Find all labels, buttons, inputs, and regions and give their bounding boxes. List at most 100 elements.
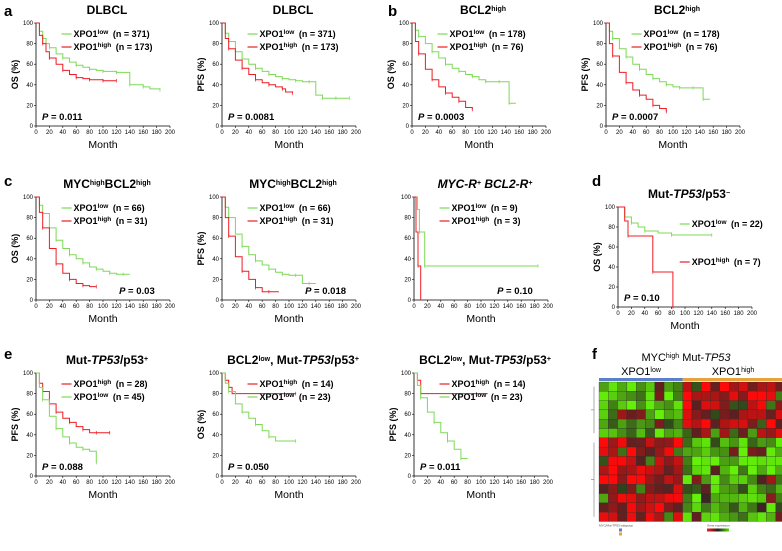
x-tick-label: 60 xyxy=(451,480,458,486)
heatmap-cell xyxy=(682,419,693,429)
heatmap-cell xyxy=(645,493,655,504)
heatmap-cell xyxy=(598,437,609,448)
heatmap-cell xyxy=(738,502,748,513)
chart-title: MYChighBCL2high xyxy=(63,177,151,191)
x-tick-label: 60 xyxy=(643,130,650,136)
panel-letter-e: e xyxy=(4,346,12,363)
y-tick-label: 20 xyxy=(26,277,33,283)
y-tick-label: 80 xyxy=(212,392,219,398)
x-tick-label: 80 xyxy=(86,130,93,136)
x-tick-label: 40 xyxy=(59,304,66,310)
heatmap-cell xyxy=(663,437,674,448)
chart-title: BCL2high xyxy=(460,3,506,17)
chart-title: BCL2high xyxy=(654,3,700,17)
y-tick-label: 100 xyxy=(399,21,410,27)
y-tick-label: 100 xyxy=(401,195,412,201)
legend-label: XPO1high (n = 14) xyxy=(452,379,526,390)
p-value: P = 0.0007 xyxy=(612,112,658,123)
x-tick-label: 80 xyxy=(86,480,93,486)
panel-letter-b: b xyxy=(388,3,397,20)
heatmap-cell xyxy=(691,437,702,448)
heatmap-cell xyxy=(626,400,637,411)
x-tick-label: 100 xyxy=(284,304,295,310)
x-tick-label: 40 xyxy=(245,304,252,310)
y-tick-label: 40 xyxy=(26,433,33,439)
heatmap-cell xyxy=(626,428,637,438)
x-tick-label: 140 xyxy=(125,130,136,136)
heatmap-cell xyxy=(673,400,683,411)
heatmap-cell xyxy=(747,446,758,457)
x-tick-label: 120 xyxy=(297,304,308,310)
heatmap-cell xyxy=(682,437,693,448)
y-tick-label: 0 xyxy=(216,474,220,480)
y-tick-label: 60 xyxy=(212,412,219,418)
x-tick-label: 40 xyxy=(245,130,252,136)
y-tick-label: 20 xyxy=(402,103,409,109)
heatmap-cell xyxy=(598,446,609,457)
x-tick-label: 20 xyxy=(628,311,635,317)
heatmap-cell xyxy=(701,474,711,485)
heatmap-cell xyxy=(673,493,683,504)
x-tick-label: 180 xyxy=(152,130,163,136)
y-axis-label: OS (%) xyxy=(196,410,206,440)
heatmap-cell xyxy=(636,484,646,494)
x-tick-label: 80 xyxy=(272,480,279,486)
heatmap-cell xyxy=(636,502,646,513)
heatmap-cell xyxy=(626,512,637,522)
heatmap-cell xyxy=(608,428,618,438)
heatmap-cell xyxy=(747,474,758,485)
km-curve-red xyxy=(414,196,422,300)
p-value: P = 0.0003 xyxy=(418,112,464,123)
heatmap-cell xyxy=(775,409,782,420)
heatmap-cell xyxy=(756,400,767,411)
p-value: P = 0.088 xyxy=(42,462,83,473)
heatmap-cell xyxy=(766,456,776,466)
x-tick-label: 120 xyxy=(111,480,122,486)
heatmap-cell xyxy=(645,409,655,420)
heatmap-cell xyxy=(608,446,618,457)
heatmap-cell xyxy=(636,381,646,392)
y-axis-label: PFS (%) xyxy=(196,57,206,91)
heatmap-cell xyxy=(636,419,646,429)
x-tick-label: 40 xyxy=(245,480,252,486)
heatmap-cell xyxy=(645,381,655,392)
heatmap-panel: MYChigh Mut-TP53XPO1lowXPO1highDDX43SIRP… xyxy=(591,352,782,536)
heatmap-footer-right: Gene expression xyxy=(707,524,730,528)
heatmap-cell xyxy=(654,465,665,476)
heatmap-cell xyxy=(645,474,655,485)
x-tick-label: 120 xyxy=(111,304,122,310)
heatmap-cell xyxy=(663,474,674,485)
legend-label: XPO1high (n = 76) xyxy=(644,42,718,53)
p-value: P = 0.018 xyxy=(305,286,346,297)
color-scale-bar xyxy=(707,528,729,532)
heatmap-cell xyxy=(617,409,628,420)
legend-swatch-high xyxy=(619,532,622,536)
heatmap-cell xyxy=(654,419,665,429)
y-tick-label: 60 xyxy=(596,62,603,68)
heatmap-cell xyxy=(598,484,609,494)
y-tick-label: 60 xyxy=(402,62,409,68)
heatmap-cell xyxy=(673,484,683,494)
y-tick-label: 100 xyxy=(209,21,220,27)
heatmap-cell xyxy=(645,456,655,466)
x-tick-label: 180 xyxy=(530,304,541,310)
y-tick-label: 20 xyxy=(404,277,411,283)
heatmap-cell xyxy=(738,409,748,420)
x-tick-label: 80 xyxy=(464,480,471,486)
heatmap-cell xyxy=(654,409,665,420)
y-tick-label: 0 xyxy=(600,124,604,130)
x-tick-label: 160 xyxy=(324,130,335,136)
heatmap-cell xyxy=(617,512,628,522)
y-tick-label: 20 xyxy=(26,103,33,109)
y-tick-label: 0 xyxy=(30,474,34,480)
heatmap-cell xyxy=(766,409,776,420)
heatmap-cell xyxy=(691,446,702,457)
heatmap-cell xyxy=(691,400,702,411)
heatmap-cell xyxy=(663,409,674,420)
heatmap-cell xyxy=(738,493,748,504)
heatmap-cell xyxy=(608,381,618,392)
x-tick-label: 140 xyxy=(503,480,514,486)
heatmap-cell xyxy=(626,381,637,392)
heatmap-cell xyxy=(626,456,637,466)
heatmap-cell xyxy=(654,381,665,392)
